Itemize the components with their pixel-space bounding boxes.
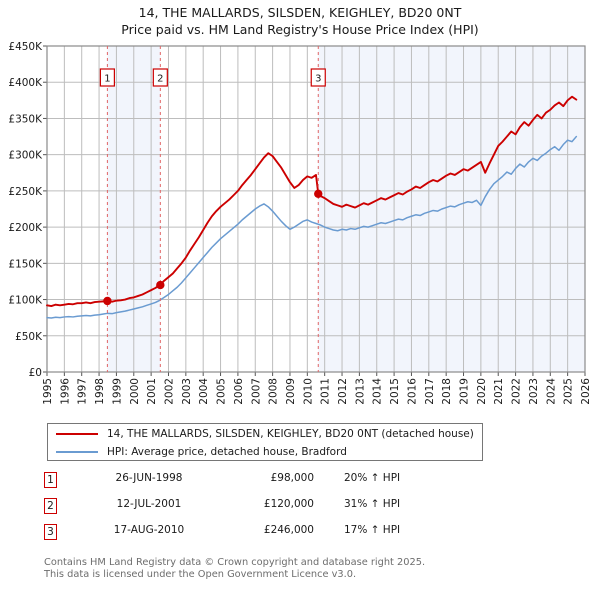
svg-text:£100K: £100K: [8, 295, 43, 307]
svg-text:2024: 2024: [545, 378, 557, 405]
legend-label-hpi: HPI: Average price, detached house, Brad…: [107, 446, 347, 458]
svg-text:2000: 2000: [129, 378, 141, 405]
legend-item-hpi: HPI: Average price, detached house, Brad…: [56, 443, 482, 461]
svg-text:2012: 2012: [337, 378, 349, 405]
page-title: 14, THE MALLARDS, SILSDEN, KEIGHLEY, BD2…: [138, 5, 462, 20]
sale-hpi-delta: 20% ↑ HPI: [344, 472, 401, 484]
chart-legend: 14, THE MALLARDS, SILSDEN, KEIGHLEY, BD2…: [47, 423, 483, 461]
sale-date: 17-AUG-2010: [113, 524, 185, 536]
svg-text:2020: 2020: [476, 378, 488, 405]
svg-text:1996: 1996: [59, 378, 71, 405]
svg-text:£350K: £350K: [8, 113, 43, 125]
sale-date: 12-JUL-2001: [116, 498, 182, 510]
sale-price: £120,000: [263, 498, 314, 510]
svg-text:2017: 2017: [424, 378, 436, 405]
svg-text:£300K: £300K: [8, 150, 43, 162]
svg-text:2009: 2009: [285, 378, 297, 405]
sale-price: £246,000: [263, 524, 314, 536]
svg-text:2022: 2022: [511, 378, 523, 405]
footer-line-2: This data is licensed under the Open Gov…: [44, 569, 357, 580]
plot-area: £0 £50K £100K £150K £200K £250K £300K £350K £400…: [8, 41, 592, 405]
svg-text:3: 3: [315, 74, 321, 85]
svg-text:£400K: £400K: [8, 77, 43, 89]
x-axis-labels: 1995 1996 1997 1998 1999 2000 2001 2002 2003 2004…: [42, 372, 592, 405]
page-subtitle: Price paid vs. HM Land Registry's House …: [121, 22, 479, 37]
table-row: 1 26-JUN-1998 £98,000 20% ↑ HPI: [44, 470, 514, 496]
svg-text:£200K: £200K: [8, 222, 43, 234]
sale-event-lines: [106, 46, 319, 372]
sale-index-badge: 3: [44, 524, 57, 540]
sale-hpi-delta: 17% ↑ HPI: [344, 524, 401, 536]
svg-text:2005: 2005: [216, 378, 228, 405]
svg-text:2010: 2010: [302, 378, 314, 405]
legend-item-property: 14, THE MALLARDS, SILSDEN, KEIGHLEY, BD2…: [56, 425, 482, 443]
legend-swatch-hpi: [56, 451, 98, 453]
svg-text:2025: 2025: [563, 378, 575, 405]
sale-price: £98,000: [270, 472, 314, 484]
sale-index-badge: 1: [44, 472, 57, 488]
svg-text:2013: 2013: [354, 378, 366, 405]
svg-text:2015: 2015: [389, 378, 401, 405]
svg-text:1: 1: [104, 74, 110, 85]
svg-text:2026: 2026: [580, 378, 592, 405]
svg-text:1998: 1998: [94, 378, 106, 405]
svg-text:1997: 1997: [77, 378, 89, 405]
sales-history-table: 1 26-JUN-1998 £98,000 20% ↑ HPI 2 12-JUL…: [44, 470, 514, 548]
sale-number-boxes: 1 2 3: [99, 68, 326, 87]
legend-swatch-property: [56, 433, 98, 435]
legend-label-property: 14, THE MALLARDS, SILSDEN, KEIGHLEY, BD2…: [107, 428, 474, 440]
svg-text:2001: 2001: [146, 378, 158, 405]
svg-text:2003: 2003: [181, 378, 193, 405]
svg-text:2004: 2004: [198, 378, 210, 405]
axis-lines: [46, 45, 586, 373]
svg-text:£0: £0: [29, 367, 42, 379]
sale-date: 26-JUN-1998: [115, 472, 183, 484]
svg-text:2021: 2021: [493, 378, 505, 405]
footer-line-1: Contains HM Land Registry data © Crown c…: [44, 557, 426, 568]
chart-title-block: 14, THE MALLARDS, SILSDEN, KEIGHLEY, BD2…: [0, 4, 600, 38]
svg-text:1995: 1995: [42, 378, 54, 405]
svg-text:£50K: £50K: [15, 331, 43, 343]
table-row: 3 17-AUG-2010 £246,000 17% ↑ HPI: [44, 522, 514, 548]
svg-text:£150K: £150K: [8, 258, 43, 270]
svg-text:2008: 2008: [268, 378, 280, 405]
gridlines: [46, 45, 586, 373]
svg-text:2018: 2018: [441, 378, 453, 405]
attribution-footer: Contains HM Land Registry data © Crown c…: [44, 557, 584, 581]
svg-text:2016: 2016: [406, 378, 418, 405]
shaded-ownership-spans: [107, 46, 585, 372]
svg-text:2: 2: [157, 74, 163, 85]
table-row: 2 12-JUL-2001 £120,000 31% ↑ HPI: [44, 496, 514, 522]
svg-text:2014: 2014: [372, 378, 384, 405]
svg-text:1999: 1999: [111, 378, 123, 405]
svg-text:2023: 2023: [528, 378, 540, 405]
svg-text:2006: 2006: [233, 378, 245, 405]
sale-point-markers: [103, 189, 323, 306]
svg-text:2011: 2011: [320, 378, 332, 405]
y-axis-labels: £0 £50K £100K £150K £200K £250K £300K £350K £400…: [8, 41, 47, 379]
svg-text:£450K: £450K: [8, 41, 43, 53]
svg-text:£250K: £250K: [8, 186, 43, 198]
data-series: [46, 95, 578, 319]
svg-text:2019: 2019: [459, 378, 471, 405]
svg-text:2007: 2007: [250, 378, 262, 405]
sale-index-badge: 2: [44, 498, 57, 514]
svg-text:2002: 2002: [163, 378, 175, 405]
sale-hpi-delta: 31% ↑ HPI: [344, 498, 401, 510]
